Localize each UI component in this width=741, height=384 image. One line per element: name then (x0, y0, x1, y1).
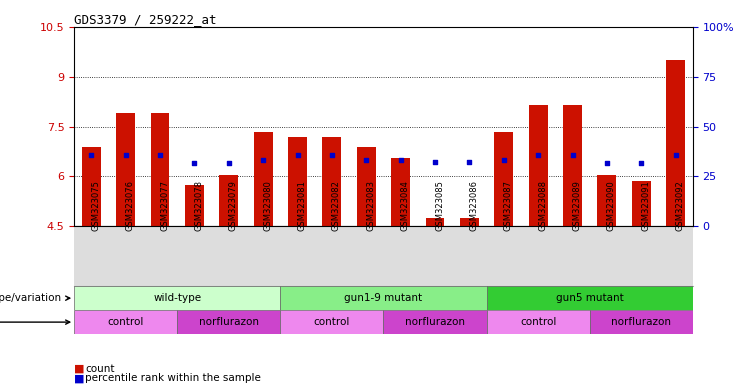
Point (395, 157, 407, 163)
Bar (185, 185, 204, 226)
Text: GSM323075: GSM323075 (91, 180, 100, 231)
Bar (391, 158, 410, 226)
Text: norflurazon: norflurazon (405, 317, 465, 327)
Text: GSM323084: GSM323084 (401, 180, 410, 231)
Text: percentile rank within the sample: percentile rank within the sample (85, 373, 261, 383)
Text: gun1-9 mutant: gun1-9 mutant (345, 293, 422, 303)
Bar (563, 105, 582, 226)
Text: GDS3379 / 259222_at: GDS3379 / 259222_at (74, 13, 216, 26)
Point (120, 152, 132, 158)
Text: GSM323083: GSM323083 (366, 180, 375, 231)
Text: GSM323088: GSM323088 (538, 180, 547, 231)
Text: GSM323085: GSM323085 (435, 180, 444, 231)
Text: genotype/variation: genotype/variation (0, 293, 70, 303)
Point (223, 160, 235, 166)
Point (601, 160, 613, 166)
Bar (460, 218, 479, 226)
Point (567, 152, 579, 158)
Text: GSM323090: GSM323090 (607, 180, 616, 231)
Text: GSM323076: GSM323076 (126, 180, 135, 231)
Bar (590, 310, 693, 334)
Text: control: control (107, 317, 144, 327)
Bar (288, 137, 307, 226)
Bar (74, 310, 177, 334)
Bar (494, 132, 514, 226)
Point (154, 152, 166, 158)
Bar (150, 113, 170, 226)
Text: GSM323077: GSM323077 (160, 180, 169, 231)
Bar (384, 310, 487, 334)
Point (532, 152, 544, 158)
Text: gun5 mutant: gun5 mutant (556, 293, 624, 303)
Bar (528, 105, 548, 226)
Bar (74, 286, 280, 310)
Bar (425, 218, 445, 226)
Text: count: count (85, 364, 115, 374)
Point (292, 152, 304, 158)
Point (188, 160, 200, 166)
Bar (487, 310, 590, 334)
Point (463, 159, 475, 165)
Text: GSM323079: GSM323079 (229, 180, 238, 231)
Bar (487, 286, 693, 310)
Text: norflurazon: norflurazon (611, 317, 671, 327)
Point (429, 159, 441, 165)
Bar (322, 137, 342, 226)
Point (635, 160, 647, 166)
Text: GSM323081: GSM323081 (298, 180, 307, 231)
Bar (82, 147, 101, 226)
Text: ■: ■ (74, 373, 84, 383)
Bar (116, 113, 135, 226)
Bar (597, 175, 617, 226)
Bar (666, 60, 685, 226)
Bar (357, 147, 376, 226)
Text: GSM323092: GSM323092 (676, 180, 685, 231)
Point (670, 152, 682, 158)
Point (257, 157, 269, 163)
Bar (253, 132, 273, 226)
Text: GSM323091: GSM323091 (641, 180, 651, 231)
Text: GSM323078: GSM323078 (194, 180, 204, 231)
Text: GSM323086: GSM323086 (469, 180, 479, 231)
Text: GSM323089: GSM323089 (573, 180, 582, 231)
Bar (219, 175, 239, 226)
Text: norflurazon: norflurazon (199, 317, 259, 327)
Point (326, 152, 338, 158)
Bar (632, 182, 651, 226)
Text: wild-type: wild-type (153, 293, 202, 303)
Text: control: control (313, 317, 350, 327)
Text: GSM323080: GSM323080 (263, 180, 272, 231)
Bar (177, 310, 280, 334)
Point (85, 152, 97, 158)
Bar (280, 286, 487, 310)
Text: agent: agent (0, 317, 70, 327)
Text: control: control (520, 317, 556, 327)
Bar (280, 310, 384, 334)
Point (498, 157, 510, 163)
Text: GSM323082: GSM323082 (332, 180, 341, 231)
Text: GSM323087: GSM323087 (504, 180, 513, 231)
Text: ■: ■ (74, 364, 84, 374)
Point (360, 157, 372, 163)
